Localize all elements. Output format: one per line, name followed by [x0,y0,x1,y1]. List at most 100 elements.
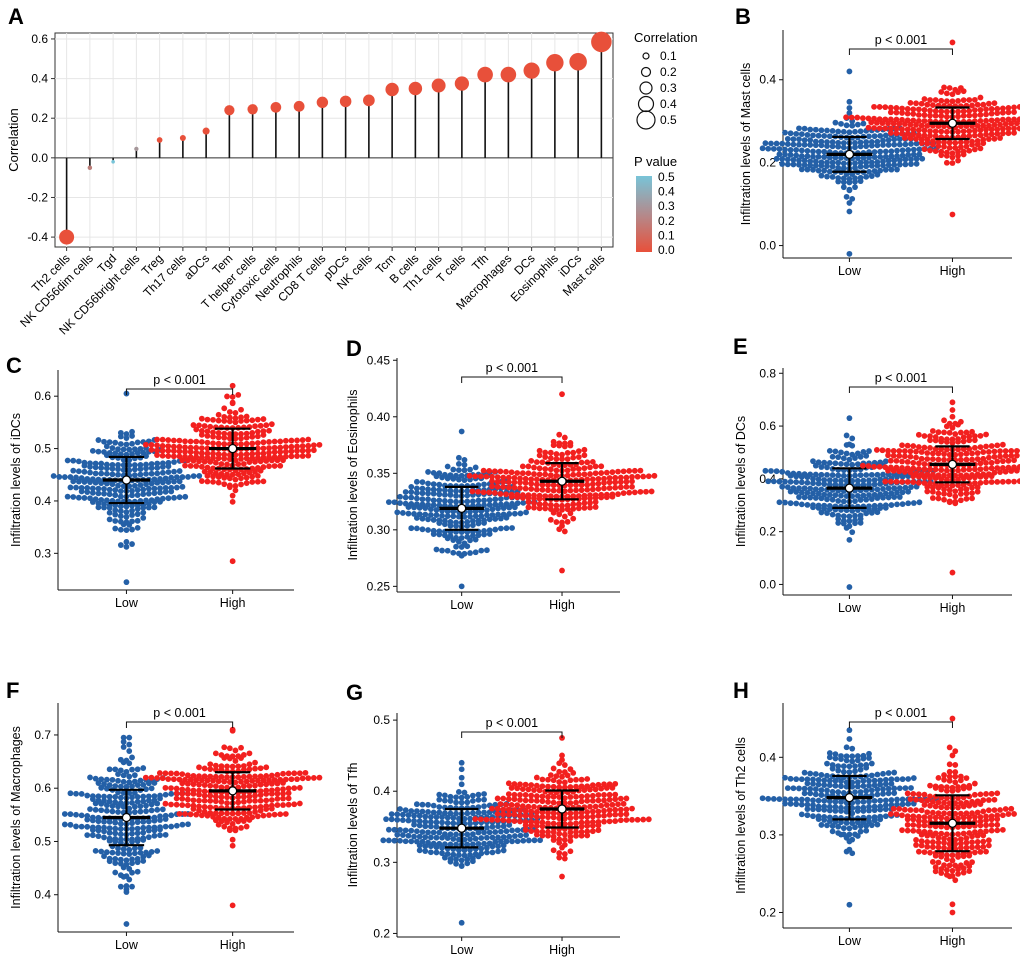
data-point [592,463,599,470]
data-point [818,464,825,470]
data-point [943,804,950,811]
data-point [974,488,981,495]
data-point [910,111,917,117]
data-point [905,776,912,782]
data-point [246,783,253,789]
data-point [112,518,119,524]
data-point [575,448,582,455]
data-point [112,819,119,826]
data-point [196,803,202,810]
data-point [439,834,445,841]
data-point [288,776,295,783]
data-point [425,496,431,503]
data-point [495,505,501,512]
data-point [915,848,922,855]
data-point [215,821,222,828]
data-point [921,127,928,134]
data-point [829,511,836,518]
data-point [539,481,546,488]
data-point [985,837,992,844]
data-point [826,506,833,512]
data-point [159,436,166,443]
data-point [89,485,96,492]
data-point [946,429,953,436]
data-point [971,146,978,153]
data-point [266,449,272,456]
data-point [142,774,149,781]
data-point [871,797,878,804]
data-point [444,835,451,841]
data-point [810,780,816,787]
data-point [790,141,797,148]
data-point [212,793,219,800]
data-point [960,785,967,792]
data-point [969,450,975,457]
data-point [949,160,956,166]
data-point [957,139,964,146]
data-point [985,454,992,461]
data-point [983,828,989,835]
data-point [475,488,481,495]
data-point [796,141,802,148]
data-point [567,777,574,784]
data-point [229,400,236,407]
data-point [983,117,989,124]
data-point [798,776,805,783]
data-point [162,831,169,838]
data-point [176,448,183,455]
data-point [966,802,973,809]
data-point [882,104,889,111]
data-point [988,117,995,124]
data-point [887,109,894,116]
data-point [477,816,484,823]
data-point [413,801,420,808]
data-point [905,800,912,807]
data-point [620,490,627,497]
data-point [115,845,121,852]
data-point [927,433,933,440]
data-point [615,801,621,808]
data-point [511,484,518,491]
data-point [472,835,479,842]
data-point [832,755,839,762]
data-point [433,819,440,826]
data-point [123,503,130,510]
data-point [907,448,914,455]
data-point [453,493,459,499]
data-point [815,153,822,160]
data-point [866,798,872,805]
data-point [929,141,936,148]
data-point [913,121,919,128]
data-point [570,454,577,461]
data-point [533,813,540,820]
data-point [938,866,945,872]
y-tick-label: 0.4 [34,888,51,902]
data-point [252,468,258,475]
data-point [491,468,498,475]
data-point [983,443,989,450]
y-tick-label: 0.2 [759,156,776,170]
data-point [938,814,945,821]
data-point [946,777,953,784]
data-point [131,772,138,779]
data-point [927,466,933,473]
data-point [880,142,886,148]
data-point [254,445,261,452]
data-point [843,820,850,826]
data-point [946,144,953,151]
data-point [905,147,912,153]
data-point [835,128,842,135]
data-point [815,781,822,788]
data-point [882,132,889,139]
data-point [938,786,945,793]
data-point [946,841,953,847]
data-point [843,848,850,855]
data-point [388,816,395,823]
data-point [238,441,244,447]
data-point [957,777,964,784]
data-point [433,823,440,830]
data-point [1016,125,1020,132]
data-point [469,522,476,529]
data-point [165,453,172,459]
data-point [559,502,565,509]
